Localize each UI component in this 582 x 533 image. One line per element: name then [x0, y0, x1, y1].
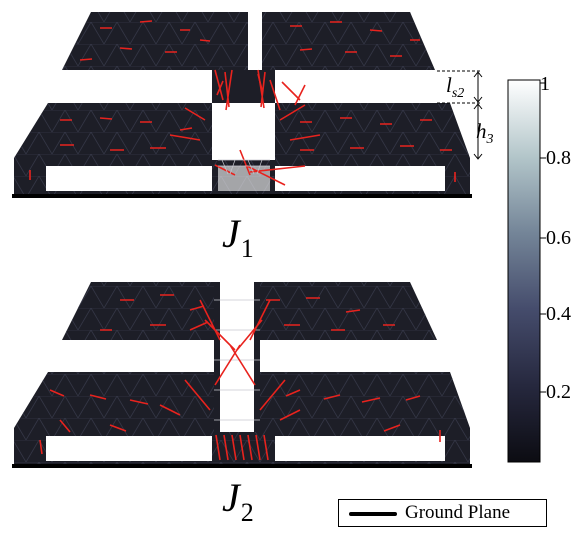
top-current-arrows	[29, 20, 456, 186]
dimension-markers	[437, 70, 483, 160]
bottom-antenna-structure	[12, 282, 472, 468]
colorbar	[507, 79, 546, 463]
bottom-front-window-right	[275, 436, 445, 461]
top-front-window-right	[275, 166, 445, 191]
legend-ground-plane-swatch	[349, 512, 397, 516]
bottom-front-window-left	[46, 436, 212, 461]
legend-label: Ground Plane	[405, 502, 511, 523]
dimension-label-ls2: ls2	[446, 73, 465, 101]
colorbar-gradient	[507, 79, 541, 463]
colorbar-tick-0.6: 0.6	[546, 227, 571, 249]
colorbar-tick-0.8: 0.8	[546, 147, 571, 169]
bottom-panel-label: J2	[222, 475, 254, 528]
bottom-ground-plane	[12, 464, 472, 468]
legend: Ground Plane	[338, 499, 547, 527]
top-ground-plane	[12, 194, 472, 198]
top-antenna-structure	[12, 12, 472, 198]
colorbar-tick-0.2: 0.2	[546, 381, 571, 403]
colorbar-tick-1: 1	[540, 73, 550, 95]
dimension-label-h3: h3	[476, 119, 494, 147]
top-front-window-left	[46, 166, 212, 191]
colorbar-tick-0.4: 0.4	[546, 303, 571, 325]
top-panel-label: J1	[222, 211, 254, 264]
bottom-current-arrows	[39, 294, 441, 461]
